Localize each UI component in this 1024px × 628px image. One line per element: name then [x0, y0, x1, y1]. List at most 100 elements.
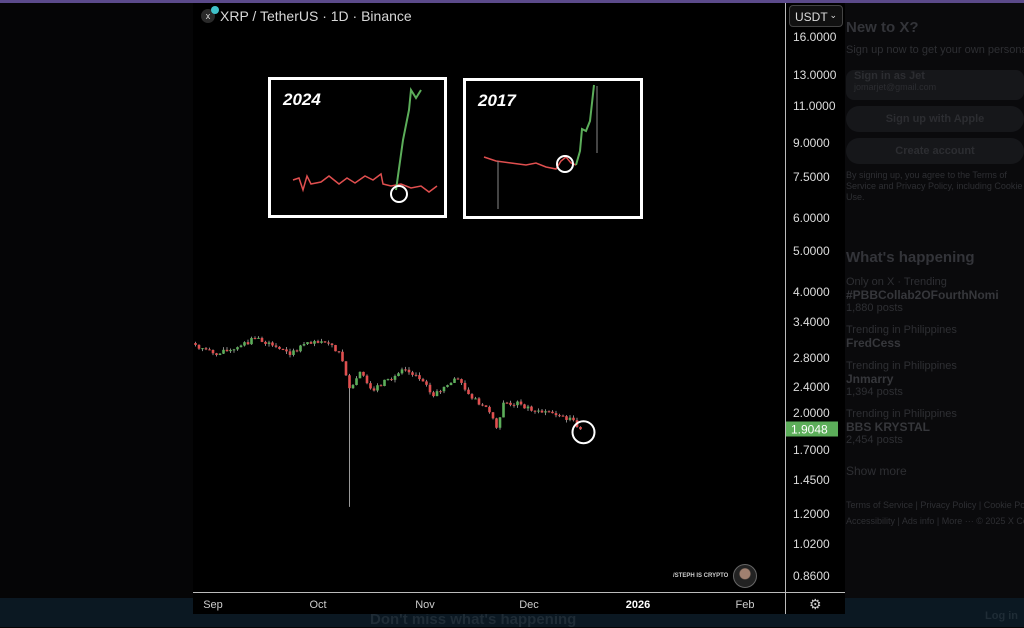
candle-body: [327, 342, 330, 344]
candle-body: [404, 369, 407, 371]
candle-body: [463, 382, 467, 390]
candle-body: [470, 394, 474, 399]
last-price-label: 1.9048: [786, 421, 838, 437]
candle-body: [579, 426, 582, 430]
legal-text: By signing up, you agree to the Terms of…: [846, 170, 1023, 202]
candles-plot[interactable]: [193, 3, 845, 614]
candle-body: [229, 349, 232, 352]
candle-body: [320, 341, 323, 343]
highlight-circle: [571, 420, 596, 445]
trend-name: BBS KRYSTAL: [846, 420, 930, 434]
trend-name: FredCess: [846, 336, 901, 350]
time-tick-label: Oct: [309, 599, 327, 611]
banner-text: Don't miss what's happening: [370, 611, 577, 628]
candle-body: [351, 385, 355, 389]
signup-subtitle: Sign up now to get your own personalized…: [846, 44, 1024, 56]
inset-2024-chart: [292, 86, 438, 203]
candle-body: [516, 401, 519, 406]
candle-body: [271, 342, 274, 346]
candle-body: [288, 351, 292, 355]
candle-body: [253, 337, 257, 339]
candle-body: [222, 349, 225, 354]
candle-body: [344, 361, 348, 376]
price-axis-divider: [785, 3, 786, 614]
price-tick-label: 1.7000: [793, 443, 830, 458]
candle-body: [257, 337, 260, 339]
trend-posts: 1,394 posts: [846, 386, 903, 398]
candle-body: [502, 402, 505, 418]
price-tick-label: 1.2000: [793, 507, 830, 522]
candle-body: [540, 410, 544, 413]
price-tick-label: 3.4000: [793, 315, 830, 330]
candle-body: [554, 413, 558, 416]
candle-body: [306, 342, 309, 345]
candle-body: [348, 375, 351, 389]
candle-body: [432, 392, 435, 397]
candle-body: [292, 350, 295, 355]
candle-body: [274, 345, 278, 347]
trend-item[interactable]: Trending in Philippines FredCess: [846, 324, 1024, 350]
candle-body: [449, 382, 453, 386]
candle-body: [365, 375, 369, 384]
sign-up-apple-button[interactable]: Sign up with Apple: [846, 106, 1024, 132]
candle-body: [225, 349, 229, 352]
candle-body: [204, 348, 208, 350]
chart-title: x XRP / TetherUS · 1D · Binance: [201, 6, 412, 24]
candle-body: [215, 353, 218, 355]
candle-body: [526, 406, 530, 409]
price-tick-label: 4.0000: [793, 285, 830, 300]
candle-body: [330, 343, 334, 346]
chevron-down-icon: ⌄: [829, 10, 837, 20]
inset-2024: 2024: [268, 77, 447, 218]
candle-body: [467, 389, 470, 395]
footer-links-2[interactable]: Accessibility | Ads info | More ··· © 20…: [846, 516, 1024, 526]
candle-body: [439, 391, 442, 393]
x-sidebar: New to X? Sign up now to get your own pe…: [838, 3, 1024, 598]
candle-body: [435, 391, 439, 397]
candle-body: [530, 406, 533, 411]
trend-context: Only on X · Trending: [846, 276, 947, 288]
trend-item[interactable]: Trending in Philippines BBS KRYSTAL 2,454 …: [846, 408, 1024, 446]
candle-body: [551, 411, 554, 414]
candle-body: [250, 337, 253, 345]
trend-item[interactable]: Only on X · Trending #PBBCollab2OFourthNo…: [846, 276, 1024, 314]
candle-body: [264, 341, 267, 344]
candle-body: [358, 371, 362, 379]
currency-select[interactable]: USDT ⌄: [789, 5, 843, 27]
show-more-link[interactable]: Show more: [846, 464, 907, 478]
trading-chart[interactable]: x XRP / TetherUS · 1D · Binance 2024 201…: [193, 3, 845, 614]
time-tick-label: Nov: [415, 599, 435, 611]
candle-body: [208, 349, 211, 351]
candle-body: [477, 398, 481, 405]
candle-body: [386, 379, 390, 381]
candle-body: [197, 344, 201, 349]
sign-in-as-button[interactable]: Sign in as Jet jomarjet@gmail.com: [846, 70, 1024, 100]
candle-body: [243, 342, 246, 346]
candle-body: [418, 375, 421, 380]
candle-body: [407, 369, 411, 373]
candle-body: [379, 385, 383, 387]
price-tick-label: 6.0000: [793, 210, 830, 225]
xrp-logo-icon: x: [201, 6, 219, 23]
candle-body: [362, 371, 365, 376]
whats-happening-heading: What's happening: [846, 249, 975, 266]
settings-gear-icon[interactable]: ⚙: [809, 596, 822, 612]
inset-label: 2024: [283, 90, 321, 109]
candle-body: [383, 379, 386, 387]
apple-label: Sign up with Apple: [885, 113, 985, 125]
price-tick-label: 5.0000: [793, 244, 830, 259]
create-account-button[interactable]: Create account: [846, 138, 1024, 164]
avatar: [733, 564, 758, 588]
candle-body: [425, 381, 428, 385]
login-button[interactable]: Log in: [985, 610, 1018, 622]
price-tick-label: 16.0000: [793, 30, 837, 44]
candle-body: [355, 378, 358, 386]
candle-body: [442, 386, 446, 392]
candle-body: [400, 369, 404, 374]
candle-body: [411, 372, 414, 375]
signin-name: Sign in as Jet: [854, 70, 925, 82]
candle-body: [509, 402, 512, 405]
trend-item[interactable]: Trending in Philippines Jnmarry 1,394 post…: [846, 360, 1024, 398]
footer-links[interactable]: Terms of Service | Privacy Policy | Cook…: [846, 500, 1024, 510]
candle-body: [481, 404, 484, 406]
